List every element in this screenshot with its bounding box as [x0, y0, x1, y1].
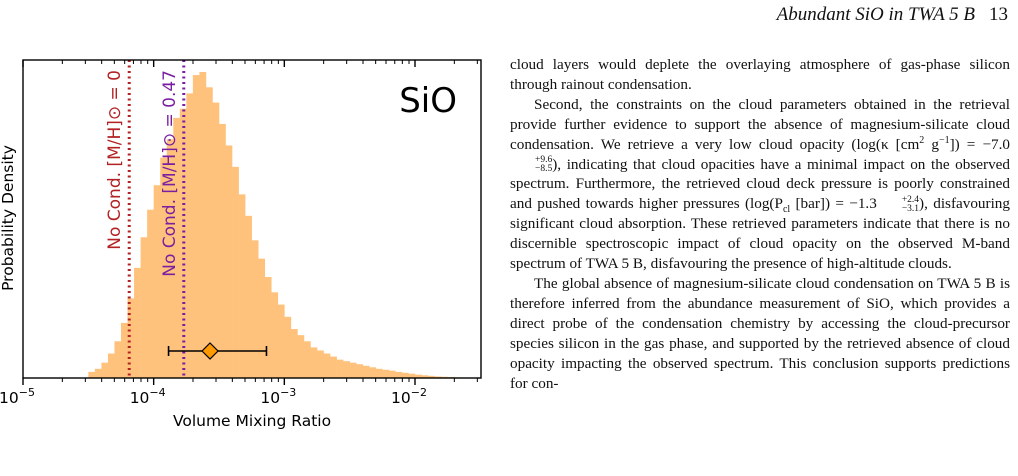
- x-tick-exponent: −2: [411, 386, 427, 399]
- histogram-bar: [140, 237, 148, 378]
- histogram-bar: [192, 75, 200, 378]
- plot-frame: [22, 59, 482, 379]
- histogram-bar: [434, 376, 442, 378]
- histogram-bar: [284, 316, 292, 378]
- histogram-bar: [160, 157, 168, 378]
- x-tick-label: 10−5: [0, 386, 35, 407]
- p3-text: The global absence of magnesium-silicate…: [510, 274, 1010, 392]
- histogram-bar: [401, 372, 409, 378]
- histogram-bar: [114, 341, 122, 378]
- y-axis-label: Probability Density: [0, 145, 17, 291]
- chart-svg: No Cond. [M/H]⊙ = 0 No Cond. [M/H]⊙ = 0.…: [0, 59, 482, 430]
- p2-bounds-1: +9.6 −8.5: [511, 155, 553, 175]
- histogram-bar: [232, 166, 239, 378]
- histogram-bar: [225, 145, 233, 378]
- running-head: Abundant SiO in TWA 5 B 13: [777, 4, 1008, 26]
- histogram-bar: [323, 353, 331, 378]
- histogram-bar: [421, 375, 429, 378]
- x-tick-exponent: −3: [280, 386, 296, 399]
- p2-upper-1: +9.6: [535, 155, 553, 166]
- histogram-bar: [362, 365, 370, 378]
- histogram-bar: [375, 368, 383, 378]
- histogram-bar: [88, 371, 96, 378]
- p2-text-f: ), disfavouring significant cloud absorp…: [510, 195, 1010, 273]
- histogram-bar: [212, 102, 220, 378]
- histogram-bar: [297, 335, 305, 378]
- histogram-bar: [166, 139, 174, 378]
- page-number: 13: [989, 4, 1008, 25]
- histogram-bar: [414, 374, 422, 378]
- sio-histogram-figure: No Cond. [M/H]⊙ = 0 No Cond. [M/H]⊙ = 0.…: [0, 40, 500, 476]
- histogram-bar: [94, 368, 102, 378]
- histogram-bar: [277, 304, 285, 378]
- p2-text-c: ]) = −7.0: [949, 135, 1010, 153]
- p2-sub: cl: [782, 204, 791, 216]
- histogram-bar: [258, 258, 266, 378]
- vline-solar-label: No Cond. [M/H]⊙ = 0: [105, 70, 125, 250]
- p2-exp-2: −1: [938, 134, 950, 146]
- histogram-bar: [205, 87, 213, 379]
- histogram-bar: [428, 375, 435, 378]
- p2-upper-2: +2.4: [901, 194, 920, 205]
- p2-text-a: Second, the constraints on the cloud par…: [510, 95, 1010, 153]
- histogram-bar: [336, 359, 344, 378]
- histogram-bar: [349, 362, 357, 378]
- histogram-bar: [303, 341, 311, 378]
- histogram-bar: [107, 353, 115, 378]
- p1-text: cloud layers would deplete the overlayin…: [510, 56, 1010, 93]
- histogram-bar: [251, 240, 259, 378]
- histogram-bar: [238, 194, 246, 378]
- x-tick-exponent: −4: [149, 386, 165, 399]
- histogram-bar: [271, 292, 279, 378]
- histogram-bar: [290, 329, 298, 378]
- histogram-bar: [395, 371, 403, 378]
- histogram-bar: [127, 298, 135, 378]
- histogram-bar: [219, 124, 226, 379]
- histogram-bar: [134, 267, 141, 378]
- x-tick-label: 10−3: [260, 386, 296, 407]
- histogram-bar: [343, 361, 350, 378]
- histogram-bar: [147, 209, 154, 378]
- x-tick-label: 10−2: [391, 386, 427, 407]
- p2-bounds-2: +2.4 −3.1: [878, 194, 920, 214]
- p2-exp-1: 2: [919, 134, 925, 146]
- p2-text-e: [bar]) = −1.3: [790, 195, 877, 213]
- histogram-bar: [186, 93, 194, 379]
- text-column: cloud layers would deplete the overlayin…: [510, 55, 1010, 393]
- histogram-bar: [153, 185, 161, 378]
- x-tick-label: 10−4: [130, 386, 166, 407]
- paragraph-2: Second, the constraints on the cloud par…: [510, 95, 1010, 274]
- histogram-bar: [388, 370, 396, 378]
- histogram-bar: [310, 347, 318, 378]
- running-title: Abundant SiO in TWA 5 B: [776, 4, 975, 25]
- x-tick-exponent: −5: [19, 386, 35, 399]
- p2-lower-1: −8.5: [535, 164, 553, 175]
- histogram-bar: [356, 364, 364, 378]
- histogram-bar: [369, 367, 377, 378]
- histogram-bar: [382, 369, 390, 378]
- species-label: SiO: [399, 81, 457, 121]
- histogram-bar: [317, 350, 324, 378]
- histogram-bar: [173, 117, 181, 379]
- paragraph-1: cloud layers would deplete the overlayin…: [510, 55, 1010, 95]
- histogram-bar: [101, 362, 109, 378]
- histogram-bar: [199, 72, 207, 378]
- p2-text-d: ), indicating that cloud opacities have …: [510, 155, 1010, 213]
- x-axis-label: Volume Mixing Ratio: [173, 412, 331, 430]
- histogram-bar: [264, 277, 272, 378]
- histogram-bars: [88, 72, 468, 379]
- histogram-bar: [330, 356, 337, 378]
- histogram-bar: [408, 373, 416, 378]
- median-diamond-marker: [201, 342, 219, 360]
- p2-lower-2: −3.1: [901, 203, 920, 214]
- histogram-bar: [245, 215, 252, 378]
- vline-subsolar-label: No Cond. [M/H]⊙ = 0.47: [160, 70, 180, 277]
- histogram-bar: [121, 322, 128, 378]
- paragraph-3: The global absence of magnesium-silicate…: [510, 274, 1010, 393]
- p2-text-b: g: [924, 135, 939, 153]
